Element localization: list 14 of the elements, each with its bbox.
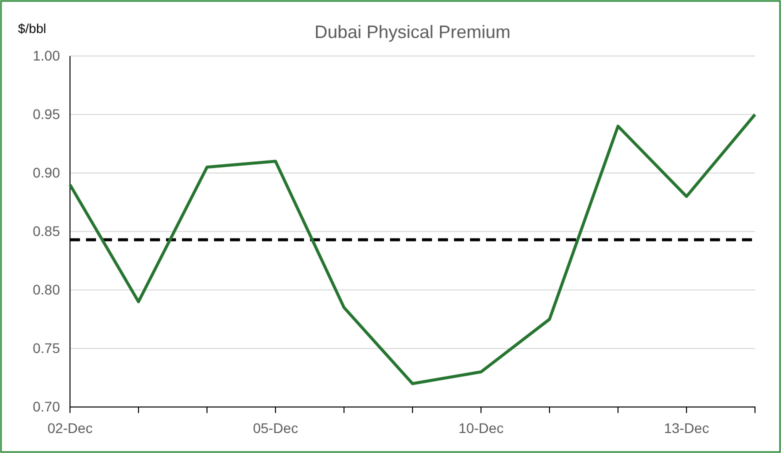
- y-tick-label: 0.75: [32, 340, 60, 356]
- x-tick-label: 10-Dec: [458, 420, 504, 436]
- y-tick-label: 0.85: [32, 222, 60, 239]
- y-axis-title: $/bbl: [18, 21, 46, 36]
- y-tick-label: 0.80: [32, 281, 60, 298]
- line-series: [68, 113, 756, 386]
- x-tick-label: 02-Dec: [47, 420, 93, 436]
- y-tick-label: 0.70: [32, 398, 60, 414]
- chart-title: Dubai Physical Premium: [314, 22, 511, 42]
- x-tick-label: 05-Dec: [252, 420, 298, 436]
- x-tick-label: 13-Dec: [664, 420, 710, 436]
- y-tick-label: 1.00: [32, 47, 60, 64]
- y-tick-label: 0.90: [32, 164, 60, 180]
- y-tick-label: 0.95: [32, 106, 60, 122]
